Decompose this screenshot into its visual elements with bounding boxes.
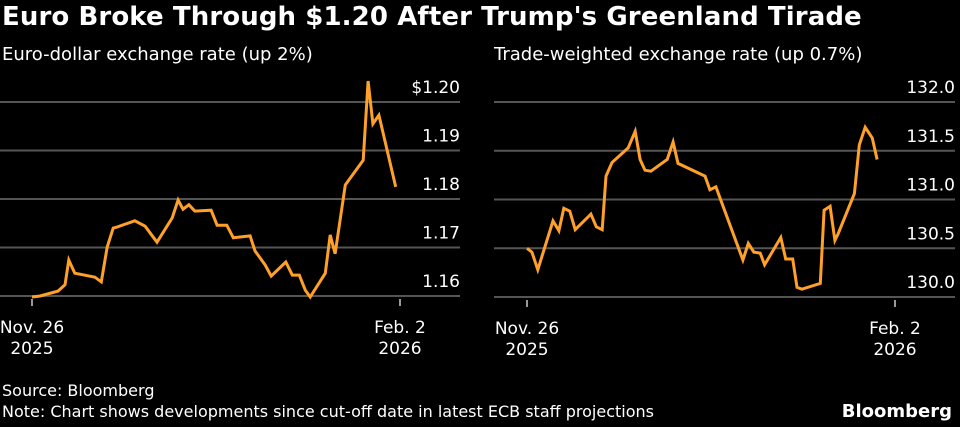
y-tick-label: 131.5 bbox=[906, 127, 955, 147]
x-tick-label: 2026 bbox=[873, 340, 916, 360]
eurusd-series-line bbox=[31, 80, 398, 300]
chart-title: Euro Broke Through $1.20 After Trump's G… bbox=[2, 2, 862, 32]
x-tick-label: Feb. 2 bbox=[374, 318, 426, 338]
y-tick-label: 1.18 bbox=[422, 175, 460, 195]
y-tick-label: 1.16 bbox=[422, 272, 460, 292]
trade-weighted-series-line bbox=[526, 123, 879, 291]
bloomberg-logo: Bloomberg bbox=[841, 401, 952, 422]
y-tick-label: 1.19 bbox=[422, 127, 460, 147]
x-tick-label: Nov. 26 bbox=[0, 318, 64, 338]
y-tick-label: 1.17 bbox=[422, 224, 460, 244]
source-note: Source: Bloomberg bbox=[2, 381, 155, 400]
right-chart-subtitle: Trade-weighted exchange rate (up 0.7%) bbox=[494, 44, 863, 65]
y-tick-label: $1.20 bbox=[411, 78, 460, 98]
x-tick-label: 2025 bbox=[505, 340, 548, 360]
y-tick-label: 130.5 bbox=[906, 224, 955, 244]
x-tick-label: 2025 bbox=[10, 339, 53, 359]
x-tick-label: Nov. 26 bbox=[495, 319, 559, 339]
y-tick-label: 132.0 bbox=[906, 78, 955, 98]
x-tick-label: Feb. 2 bbox=[869, 319, 921, 339]
footnote: Note: Chart shows developments since cut… bbox=[2, 402, 654, 421]
x-tick-label: 2026 bbox=[378, 339, 421, 359]
y-tick-label: 130.0 bbox=[906, 273, 955, 293]
left-chart-subtitle: Euro-dollar exchange rate (up 2%) bbox=[2, 44, 313, 65]
y-tick-label: 131.0 bbox=[906, 176, 955, 196]
